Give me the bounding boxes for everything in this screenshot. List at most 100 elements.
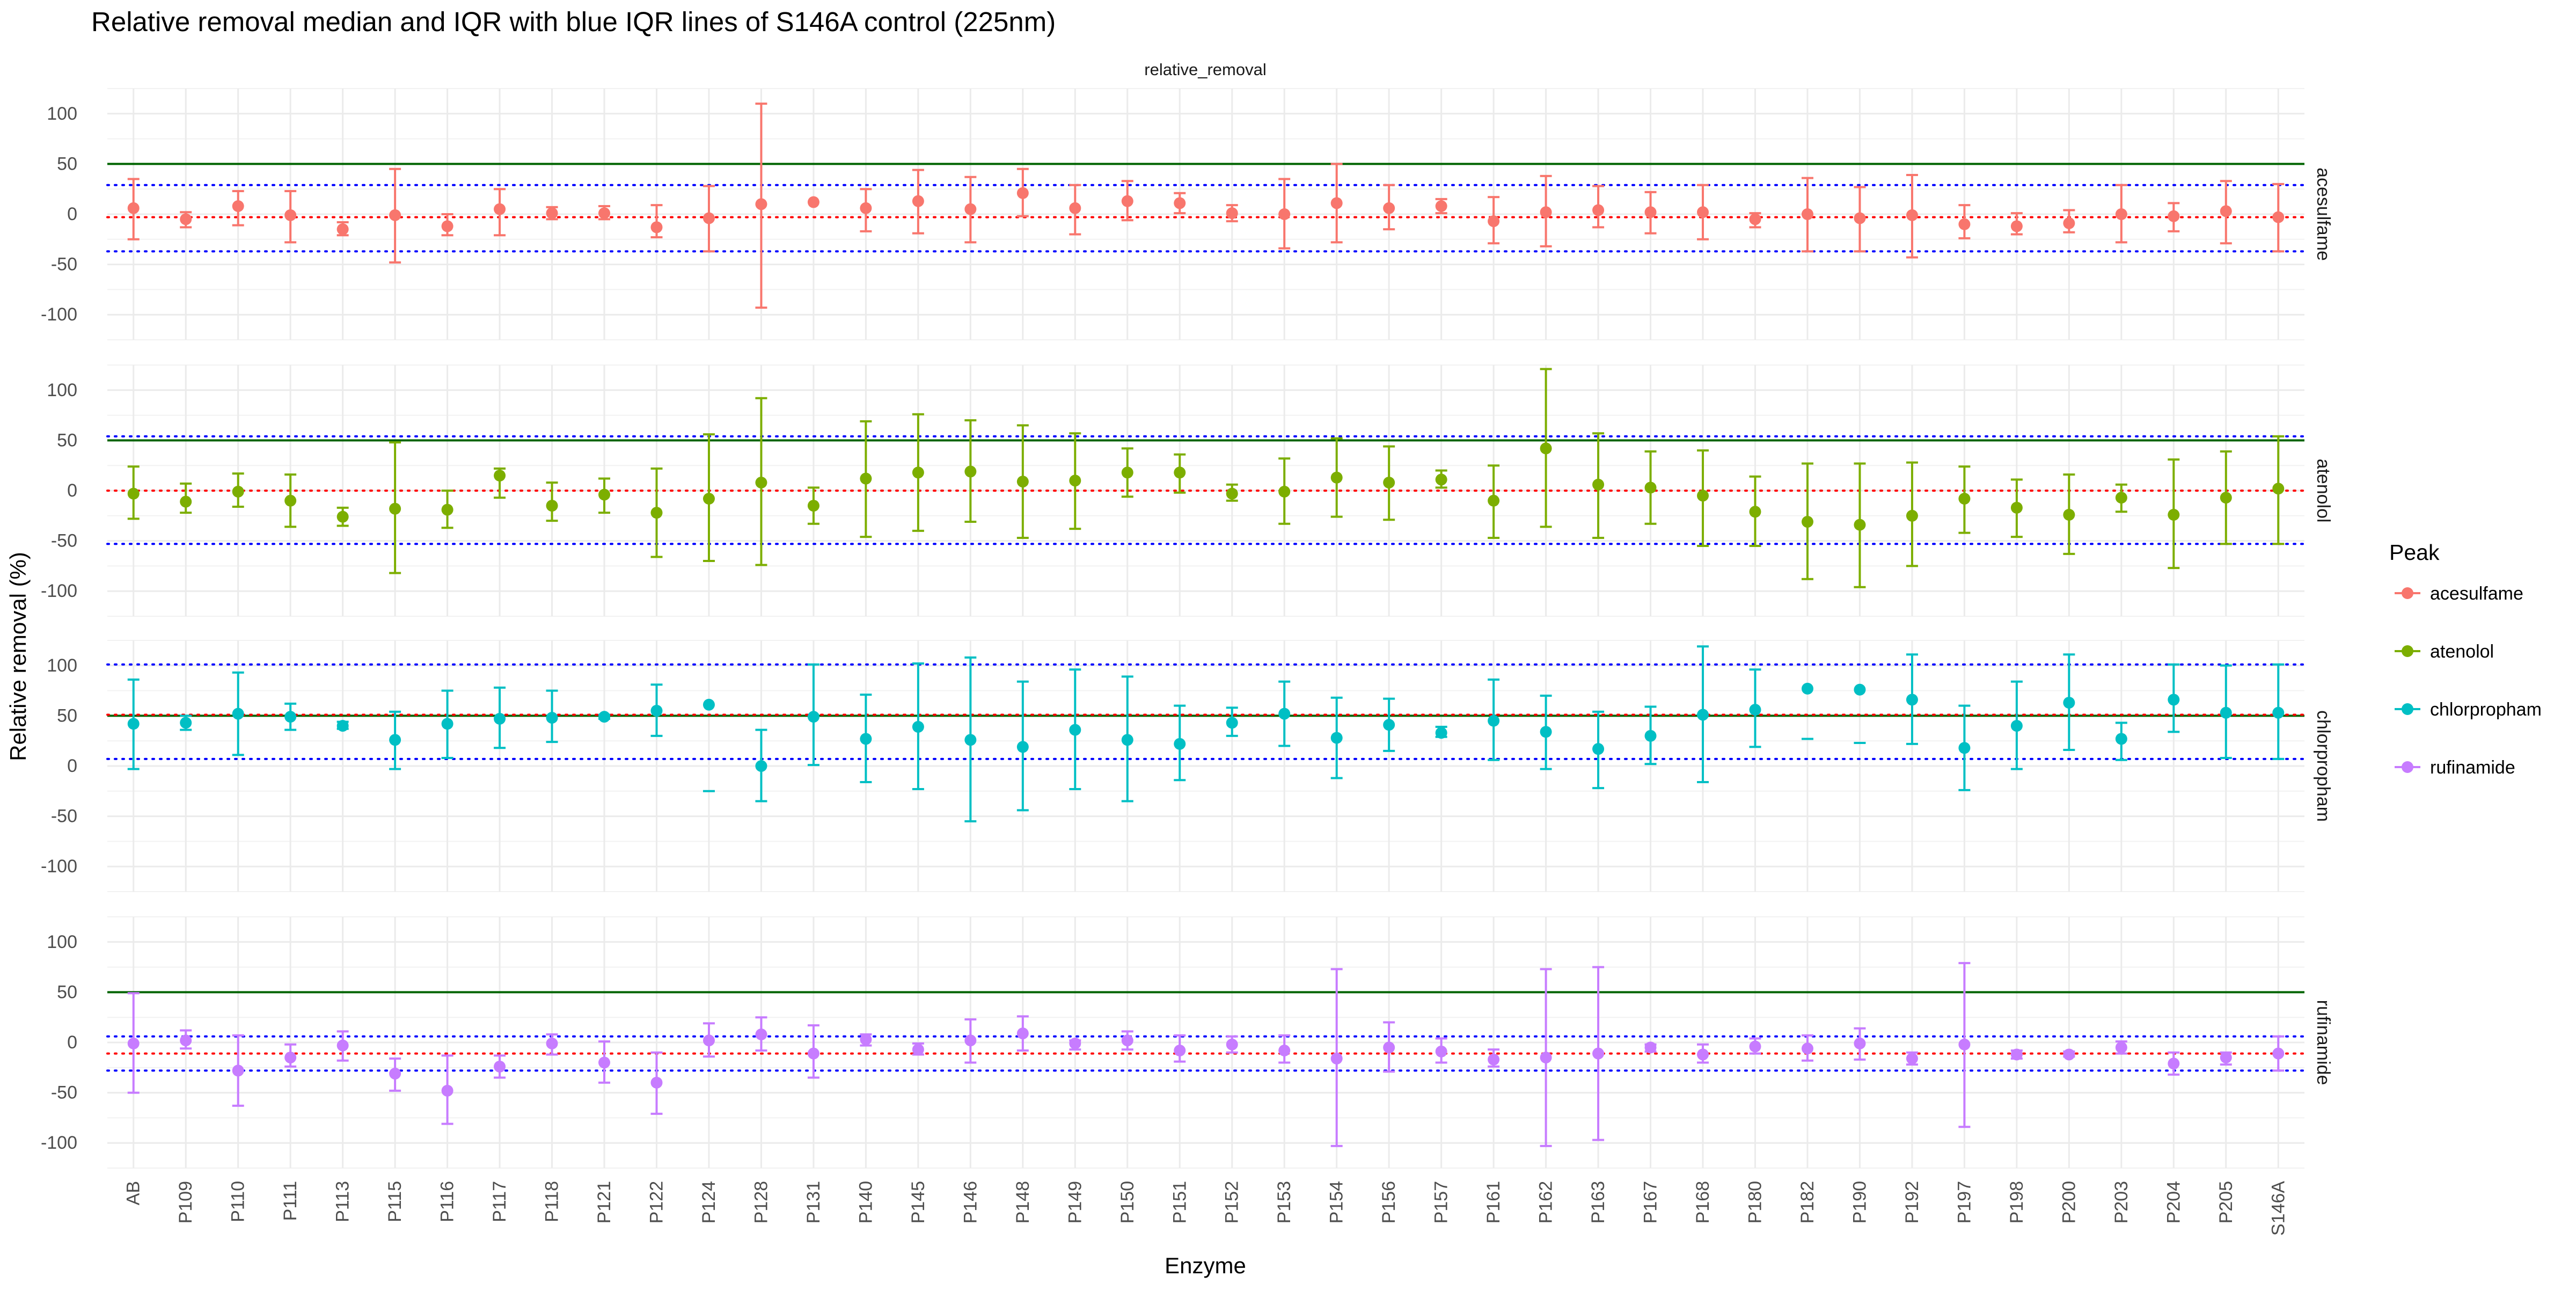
- facet-strip-top: relative_removal: [1144, 60, 1266, 79]
- median-point: [284, 209, 297, 221]
- median-point: [964, 203, 977, 215]
- median-point: [1801, 682, 1813, 695]
- median-point: [650, 221, 663, 234]
- median-point: [964, 1034, 977, 1047]
- x-tick-label: P197: [1954, 1181, 1974, 1223]
- median-point: [284, 1052, 297, 1064]
- median-point: [1854, 519, 1866, 531]
- y-tick-label: 0: [67, 756, 77, 776]
- panel-acesulfame: -100 -50 0 50 100 acesulfame: [41, 88, 2333, 340]
- median-point: [1278, 1044, 1291, 1056]
- median-point: [1854, 683, 1866, 696]
- median-point: [650, 507, 663, 519]
- legend-key-point: [2402, 703, 2413, 715]
- facet-label-atenolol: atenolol: [2313, 458, 2333, 522]
- median-point: [1226, 487, 1238, 500]
- median-point: [1016, 1027, 1029, 1040]
- median-point: [1488, 714, 1500, 727]
- median-point: [1644, 206, 1657, 218]
- median-point: [2115, 492, 2127, 504]
- median-point: [284, 711, 297, 723]
- median-point: [1069, 724, 1081, 736]
- median-point: [1435, 727, 1447, 739]
- median-point: [755, 760, 767, 772]
- median-point: [546, 1037, 558, 1049]
- median-point: [494, 469, 506, 482]
- median-point: [336, 510, 349, 523]
- median-point: [1435, 200, 1447, 213]
- x-tick-label: P121: [594, 1181, 614, 1223]
- median-point: [1958, 742, 1971, 754]
- median-point: [1330, 197, 1343, 209]
- x-tick-label: P117: [489, 1181, 510, 1222]
- median-point: [1278, 485, 1291, 498]
- facet-label-chlorpropham: chlorpropham: [2313, 710, 2333, 822]
- median-point: [1540, 1052, 1552, 1064]
- legend-title: Peak: [2389, 540, 2440, 565]
- median-point: [1906, 209, 1918, 221]
- median-point: [389, 1068, 401, 1080]
- median-point: [1697, 490, 1709, 502]
- median-point: [1488, 215, 1500, 228]
- x-tick-label: P168: [1693, 1181, 1713, 1223]
- median-point: [494, 713, 506, 725]
- median-point: [702, 698, 715, 711]
- y-tick-label: 50: [57, 982, 77, 1002]
- legend-label: chlorpropham: [2430, 699, 2542, 720]
- median-point: [284, 494, 297, 507]
- median-point: [127, 718, 140, 730]
- median-point: [1278, 708, 1291, 720]
- median-point: [2063, 1048, 2075, 1061]
- x-tick-label: P182: [1797, 1181, 1818, 1223]
- panel-atenolol: -100 -50 0 50 100 atenolol: [41, 364, 2333, 617]
- y-tick-label: -100: [41, 856, 77, 877]
- median-point: [598, 488, 611, 501]
- median-point: [546, 500, 558, 512]
- median-point: [1069, 475, 1081, 487]
- median-point: [2010, 220, 2023, 232]
- median-point: [2168, 694, 2180, 706]
- x-tick-label: P203: [2111, 1181, 2132, 1223]
- median-point: [2220, 706, 2232, 719]
- panel-rufinamide: -100 -50 0 50 100 rufinamide: [41, 916, 2333, 1169]
- median-point: [2220, 492, 2232, 504]
- median-point: [1644, 730, 1657, 742]
- y-tick-label: 0: [67, 480, 77, 501]
- median-point: [964, 465, 977, 478]
- median-point: [1016, 476, 1029, 488]
- x-tick-label: P190: [1849, 1181, 1870, 1223]
- median-point: [2168, 1057, 2180, 1070]
- median-point: [1592, 1047, 1605, 1060]
- median-point: [494, 1060, 506, 1073]
- y-tick-label: 50: [57, 430, 77, 450]
- median-point: [2272, 211, 2285, 223]
- y-tick-label: 50: [57, 154, 77, 174]
- median-point: [1958, 492, 1971, 505]
- median-point: [1330, 1052, 1343, 1064]
- median-point: [1121, 195, 1133, 207]
- median-point: [1697, 709, 1709, 721]
- x-tick-label: P146: [960, 1181, 980, 1223]
- legend-label: atenolol: [2430, 641, 2494, 662]
- median-point: [546, 207, 558, 220]
- median-point: [1906, 509, 1918, 522]
- x-axis-label: Enzyme: [1165, 1253, 1246, 1278]
- median-point: [2115, 1041, 2127, 1054]
- median-point: [1330, 732, 1343, 744]
- median-point: [127, 487, 140, 500]
- legend-item-atenolol: atenolol: [2395, 641, 2494, 662]
- median-point: [1644, 1041, 1657, 1054]
- median-point: [860, 1033, 872, 1046]
- median-point: [1226, 1038, 1238, 1051]
- median-point: [389, 734, 401, 746]
- y-tick-label: -100: [41, 304, 77, 325]
- panel-chlorpropham: -100 -50 0 50 100 chlorpropham: [41, 640, 2333, 892]
- median-point: [964, 734, 977, 746]
- median-point: [494, 203, 506, 215]
- median-point: [546, 712, 558, 724]
- median-point: [912, 1044, 924, 1056]
- x-tick-label: P204: [2163, 1181, 2184, 1223]
- median-point: [2115, 208, 2127, 220]
- median-point: [1801, 516, 1813, 528]
- median-point: [336, 1039, 349, 1052]
